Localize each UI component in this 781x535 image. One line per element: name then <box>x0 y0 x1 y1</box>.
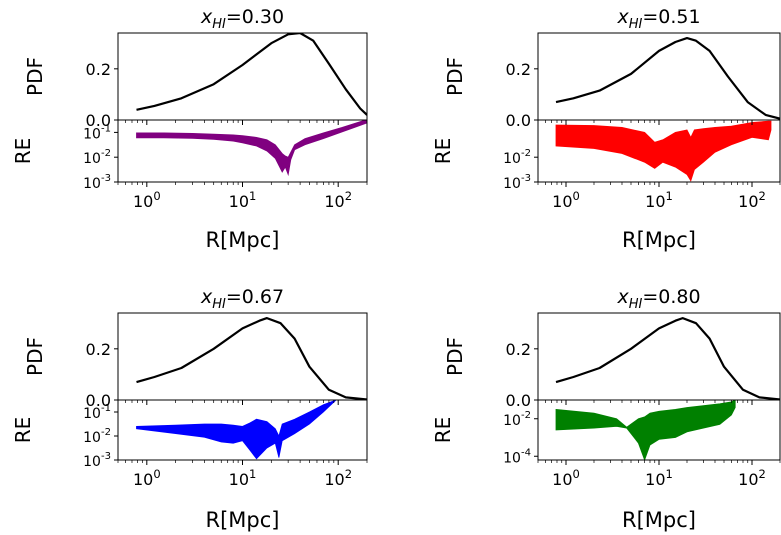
pdf-axis-label: PDF <box>23 57 47 96</box>
panel-4: xHI=0.80 0.0 0.2 10-2 10-4 100 101 102 PDF RE R[Mp… <box>431 286 781 532</box>
pdf-ytick-label: 0.0 <box>506 111 531 130</box>
pdf-axes-frame <box>117 32 368 121</box>
re-band <box>136 120 367 177</box>
panel-1: xHI=0.30 0.0 0.2 10-1 10-2 10-3 100 101 102 PDF RE… <box>11 6 368 252</box>
panel-2: xHI=0.51 0.0 0.2 10-2 10-3 100 101 102 PDF RE R[Mp… <box>431 6 781 252</box>
re-ytick-label: 10-3 <box>83 173 111 192</box>
re-ytick-label: 10-1 <box>83 123 111 142</box>
x-axis-label: R[Mpc] <box>206 228 280 252</box>
xtick-label: 102 <box>324 467 352 489</box>
re-band <box>555 400 736 460</box>
x-axis-label: R[Mpc] <box>622 508 696 532</box>
pdf-axis-label: PDF <box>443 337 467 376</box>
pdf-ytick-label: 0.0 <box>506 391 531 410</box>
re-ytick-label: 10-2 <box>83 427 111 446</box>
pdf-ytick-label: 0.2 <box>506 60 531 79</box>
pdf-series-line <box>136 33 367 116</box>
pdf-ytick-label: 0.0 <box>86 391 111 410</box>
re-ytick-label: 10-3 <box>83 451 111 470</box>
re-ytick-label: 10-2 <box>503 410 531 429</box>
pdf-axes-frame <box>537 32 781 121</box>
pdf-axes-frame <box>117 312 368 401</box>
xtick-label: 101 <box>645 467 673 489</box>
xtick-label: 102 <box>738 467 766 489</box>
pdf-axes-frame <box>537 312 781 401</box>
panel-title: xHI=0.67 <box>200 286 284 312</box>
panel-title: xHI=0.30 <box>200 6 284 32</box>
pdf-ytick-label: 0.0 <box>86 111 111 130</box>
re-ytick-label: 10-2 <box>503 148 531 167</box>
xtick-label: 102 <box>738 189 766 211</box>
xtick-label: 100 <box>552 189 580 211</box>
re-axis-label: RE <box>11 417 35 444</box>
re-ytick-label: 10-3 <box>503 173 531 192</box>
pdf-series-line <box>136 317 367 400</box>
xtick-label: 101 <box>229 189 257 211</box>
re-ytick-label: 10-4 <box>503 447 531 466</box>
xtick-label: 101 <box>645 189 673 211</box>
pdf-axis-label: PDF <box>443 57 467 96</box>
xtick-label: 100 <box>552 467 580 489</box>
re-band <box>136 400 337 460</box>
panel-title: xHI=0.80 <box>616 286 700 312</box>
re-ytick-label: 10-2 <box>83 148 111 167</box>
xtick-label: 100 <box>133 467 161 489</box>
xtick-label: 102 <box>324 189 352 211</box>
pdf-ytick-label: 0.2 <box>86 340 111 359</box>
pdf-series-line <box>555 317 780 400</box>
panel-title: xHI=0.51 <box>616 6 700 32</box>
xtick-label: 100 <box>133 189 161 211</box>
x-axis-label: R[Mpc] <box>206 508 280 532</box>
re-axis-label: RE <box>11 138 35 165</box>
pdf-series-line <box>555 37 780 120</box>
pdf-ytick-label: 0.2 <box>86 60 111 79</box>
pdf-axis-label: PDF <box>23 337 47 376</box>
x-axis-label: R[Mpc] <box>622 228 696 252</box>
re-band <box>555 120 772 182</box>
xtick-label: 101 <box>229 467 257 489</box>
re-axes-frame <box>117 119 368 183</box>
re-ytick-label: 10-1 <box>83 403 111 422</box>
re-axis-label: RE <box>431 417 455 444</box>
panel-3: xHI=0.67 0.0 0.2 10-1 10-2 10-3 100 101 102 PDF RE… <box>11 286 368 532</box>
pdf-ytick-label: 0.2 <box>506 340 531 359</box>
re-axis-label: RE <box>431 138 455 165</box>
